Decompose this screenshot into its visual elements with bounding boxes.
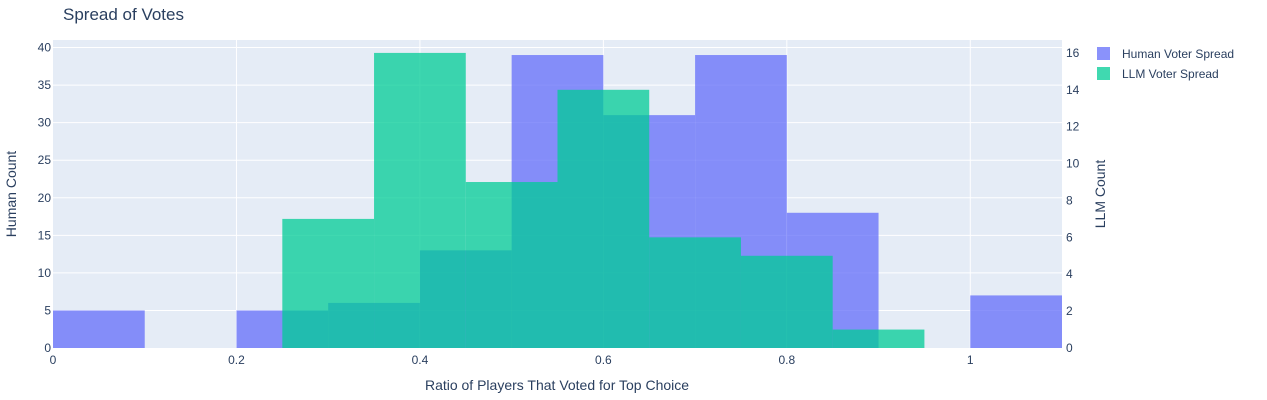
legend-label-human: Human Voter Spread (1122, 47, 1234, 61)
legend-label-llm: LLM Voter Spread (1122, 67, 1219, 81)
legend-swatch-human (1097, 47, 1110, 60)
legend: Human Voter Spread LLM Voter Spread (1097, 47, 1234, 81)
llm-bar[interactable] (557, 89, 650, 348)
y-right-tick-label: 10 (1066, 157, 1080, 171)
y-left-tick-label: 15 (38, 228, 52, 242)
y-left-tick-label: 35 (38, 78, 52, 92)
legend-item-llm[interactable]: LLM Voter Spread (1097, 67, 1219, 81)
y-left-tick-label: 10 (38, 266, 52, 280)
y-right-axis-title: LLM Count (1092, 160, 1108, 229)
legend-swatch-llm (1097, 67, 1110, 80)
y-left-tick-label: 25 (38, 153, 52, 167)
llm-bar[interactable] (374, 52, 466, 348)
y-right-axis-ticks: 0 2 4 6 8 10 12 14 16 (1066, 46, 1080, 355)
human-bar[interactable] (970, 295, 1062, 348)
chart-title: Spread of Votes (63, 5, 184, 24)
y-left-tick-label: 0 (44, 341, 51, 355)
llm-bar[interactable] (465, 182, 558, 348)
x-axis-ticks: 0 0.2 0.4 0.6 0.8 1 (50, 353, 974, 367)
y-right-tick-label: 0 (1066, 341, 1073, 355)
llm-bar[interactable] (282, 218, 375, 348)
x-tick-label: 0 (50, 353, 57, 367)
x-tick-label: 0.4 (412, 353, 429, 367)
x-tick-label: 0.8 (778, 353, 795, 367)
y-right-tick-label: 16 (1066, 46, 1080, 60)
y-left-tick-label: 5 (44, 303, 51, 317)
y-right-tick-label: 6 (1066, 230, 1073, 244)
x-tick-label: 1 (967, 353, 974, 367)
llm-bar[interactable] (649, 237, 741, 348)
y-right-tick-label: 8 (1066, 193, 1073, 207)
llm-bar[interactable] (740, 255, 833, 348)
y-right-tick-label: 14 (1066, 83, 1080, 97)
y-left-axis-title: Human Count (3, 151, 19, 237)
y-left-tick-label: 40 (38, 41, 52, 55)
y-right-tick-label: 2 (1066, 304, 1073, 318)
x-tick-label: 0.2 (228, 353, 245, 367)
human-bar[interactable] (53, 310, 145, 348)
y-left-tick-label: 30 (38, 116, 52, 130)
x-tick-label: 0.6 (595, 353, 612, 367)
legend-item-human[interactable]: Human Voter Spread (1097, 47, 1234, 61)
llm-bar[interactable] (832, 329, 925, 348)
llm-bars (282, 52, 925, 348)
y-left-tick-label: 20 (38, 191, 52, 205)
y-left-axis-ticks: 0 5 10 15 20 25 30 35 40 (38, 41, 52, 355)
y-right-tick-label: 4 (1066, 267, 1073, 281)
x-axis-title: Ratio of Players That Voted for Top Choi… (425, 377, 689, 393)
y-right-tick-label: 12 (1066, 120, 1080, 134)
